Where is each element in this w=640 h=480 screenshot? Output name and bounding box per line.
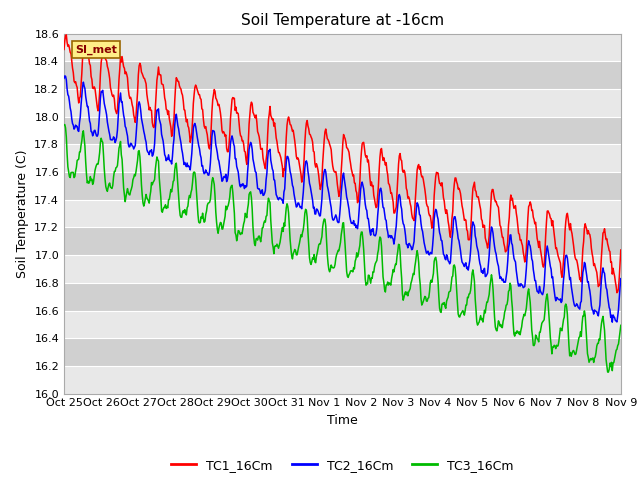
X-axis label: Time: Time: [327, 414, 358, 427]
Y-axis label: Soil Temperature (C): Soil Temperature (C): [16, 149, 29, 278]
Bar: [64, 144, 621, 172]
Legend: TC1_16Cm, TC2_16Cm, TC3_16Cm: TC1_16Cm, TC2_16Cm, TC3_16Cm: [166, 454, 518, 477]
Bar: [64, 89, 621, 117]
Bar: [64, 61, 621, 89]
Title: Soil Temperature at -16cm: Soil Temperature at -16cm: [241, 13, 444, 28]
Bar: [64, 172, 621, 200]
Text: SI_met: SI_met: [75, 44, 117, 55]
Bar: [64, 200, 621, 228]
Bar: [64, 228, 621, 255]
Bar: [64, 283, 621, 311]
Bar: [64, 34, 621, 61]
Bar: [64, 338, 621, 366]
Bar: [64, 117, 621, 144]
Bar: [64, 366, 621, 394]
Bar: [64, 311, 621, 338]
Bar: [64, 255, 621, 283]
